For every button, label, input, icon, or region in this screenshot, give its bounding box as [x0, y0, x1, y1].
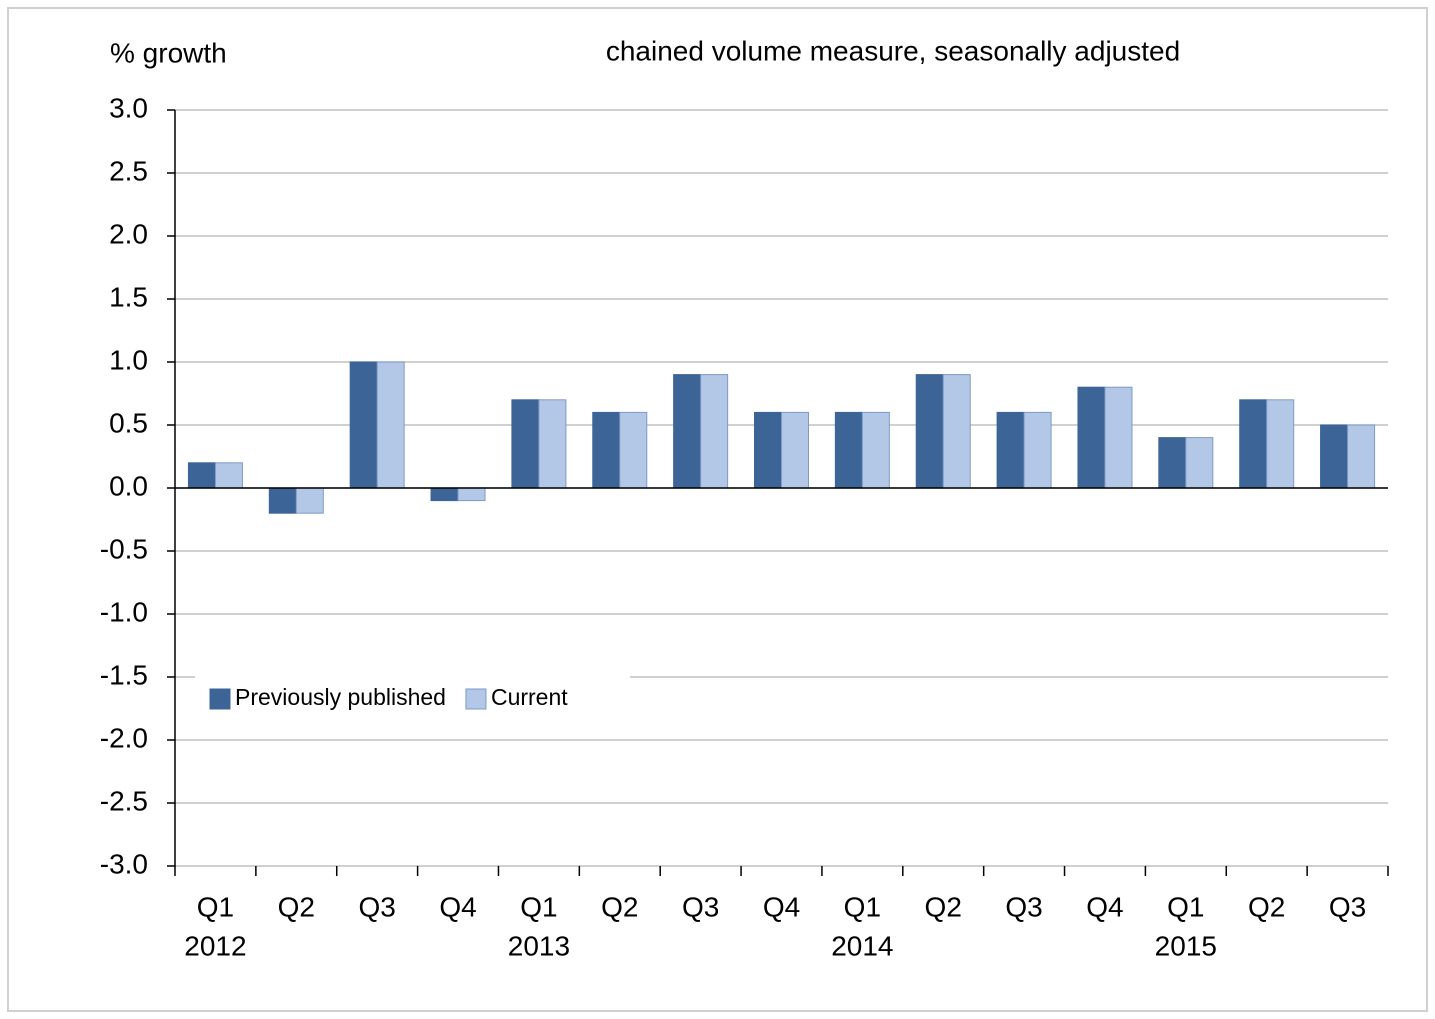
bar [1158, 437, 1187, 489]
bar [187, 462, 216, 489]
bar [430, 487, 459, 502]
x-group-label: 2014 [831, 930, 893, 961]
legend-label: Current [491, 684, 568, 710]
x-tick-label: Q2 [601, 891, 638, 922]
y-tick-label: 2.0 [109, 218, 148, 249]
bar [915, 374, 944, 489]
x-tick-label: Q4 [763, 891, 800, 922]
x-tick-label: Q1 [1167, 891, 1204, 922]
bar [457, 487, 486, 502]
y-tick-label: -2.5 [100, 785, 148, 816]
y-tick-label: -1.0 [100, 596, 148, 627]
x-tick-label: Q1 [197, 891, 234, 922]
bar [1023, 411, 1052, 489]
x-group-label: 2015 [1155, 930, 1217, 961]
bar [1266, 399, 1295, 489]
x-tick-label: Q1 [520, 891, 557, 922]
y-tick-label: 3.0 [109, 92, 148, 123]
bar [1185, 437, 1214, 489]
bar [295, 487, 324, 514]
legend-swatch [465, 688, 487, 710]
y-tick-label: -2.0 [100, 722, 148, 753]
x-tick-label: Q3 [358, 891, 395, 922]
bar [376, 361, 405, 489]
bar [861, 411, 890, 489]
bar [673, 374, 702, 489]
legend-swatch [209, 688, 231, 710]
x-tick-label: Q2 [1248, 891, 1285, 922]
x-tick-label: Q3 [1005, 891, 1042, 922]
bar [1239, 399, 1268, 489]
y-tick-label: 1.5 [109, 281, 148, 312]
x-tick-label: Q3 [682, 891, 719, 922]
x-group-label: 2013 [508, 930, 570, 961]
chart-frame [7, 7, 1428, 1012]
y-tick-label: -1.5 [100, 659, 148, 690]
y-tick-label: 2.5 [109, 155, 148, 186]
y-tick-label: 0.0 [109, 470, 148, 501]
y-tick-label: -3.0 [100, 848, 148, 879]
y-tick-label: -0.5 [100, 533, 148, 564]
bar [834, 411, 863, 489]
x-tick-label: Q1 [844, 891, 881, 922]
y-tick-label: 0.5 [109, 407, 148, 438]
x-tick-label: Q4 [1086, 891, 1123, 922]
bar [1104, 386, 1133, 489]
bar [700, 374, 729, 489]
bar [619, 411, 648, 489]
bar [349, 361, 378, 489]
bar [538, 399, 567, 489]
bar [996, 411, 1025, 489]
x-group-label: 2012 [184, 930, 246, 961]
legend-box [195, 666, 630, 738]
bar [592, 411, 621, 489]
bar [214, 462, 243, 489]
x-tick-label: Q4 [439, 891, 476, 922]
bar [1077, 386, 1106, 489]
bar [268, 487, 297, 514]
bar [1347, 424, 1376, 489]
bar [511, 399, 540, 489]
bar [754, 411, 782, 489]
chart-subtitle: chained volume measure, seasonally adjus… [606, 35, 1180, 66]
x-tick-label: Q2 [925, 891, 962, 922]
x-tick-label: Q3 [1329, 891, 1366, 922]
bar [781, 411, 809, 489]
y-tick-label: 1.0 [109, 344, 148, 375]
legend-label: Previously published [235, 684, 446, 710]
x-tick-label: Q2 [278, 891, 315, 922]
bar [1320, 424, 1349, 489]
bar [942, 374, 971, 489]
y-axis-label: % growth [110, 37, 227, 68]
